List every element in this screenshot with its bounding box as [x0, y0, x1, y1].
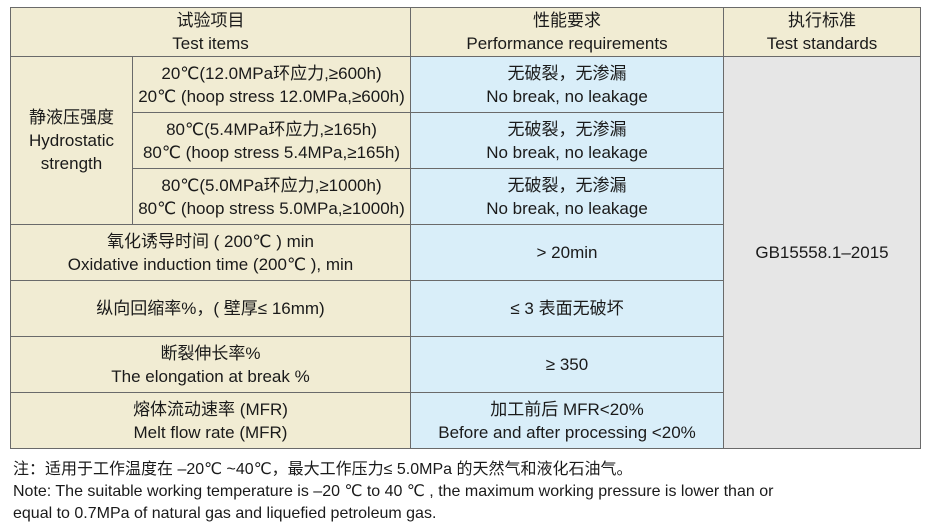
oit-en: Oxidative induction time (200℃ ), min: [67, 254, 354, 274]
condition-en: 80℃ (hoop stress 5.4MPa,≥165h): [142, 142, 401, 162]
mfr-requirement-cn: 加工前后 MFR<20%: [490, 399, 644, 419]
header-test-items: 试验项目 Test items: [10, 7, 411, 57]
mfr-requirement-cell: 加工前后 MFR<20% Before and after processing…: [410, 392, 724, 449]
requirement-cell: 无破裂，无渗漏 No break, no leakage: [410, 168, 724, 225]
header-std-cn: 执行标准: [788, 11, 856, 30]
header-row: 试验项目 Test items 性能要求 Performance require…: [10, 7, 921, 57]
elong-requirement-cell: ≥ 350: [410, 336, 724, 393]
table-row: 熔体流动速率 (MFR) Melt flow rate (MFR) 加工前后 M…: [10, 392, 921, 449]
shrink-requirement: ≤ 3 表面无破坏: [510, 299, 624, 318]
oit-requirement-cell: > 20min: [410, 224, 724, 281]
mfr-requirement-en: Before and after processing <20%: [438, 422, 696, 442]
hydrostatic-label-cn: 静液压强度: [29, 108, 114, 127]
footnote-cn: 注：适用于工作温度在 –20℃ ~40℃，最大工作压力≤ 5.0MPa 的天然气…: [13, 461, 633, 478]
condition-cell: 80℃(5.4MPa环应力,≥165h) 80℃ (hoop stress 5.…: [132, 112, 411, 169]
elong-cn: 断裂伸长率%: [160, 343, 261, 363]
header-items-en: Test items: [172, 34, 249, 53]
hydrostatic-label-en2: strength: [40, 154, 103, 173]
requirement-cn: 无破裂，无渗漏: [507, 63, 627, 83]
header-standards: 执行标准 Test standards: [723, 7, 921, 57]
hydrostatic-label-en1: Hydrostatic: [28, 131, 115, 150]
table-row: 80℃(5.4MPa环应力,≥165h) 80℃ (hoop stress 5.…: [11, 112, 921, 169]
table-row: 氧化诱导时间 ( 200℃ ) min Oxidative induction …: [10, 224, 921, 281]
elong-en: The elongation at break %: [111, 366, 310, 386]
requirement-cell: 无破裂，无渗漏 No break, no leakage: [410, 112, 724, 169]
table-row: 80℃(5.0MPa环应力,≥1000h) 80℃ (hoop stress 5…: [11, 168, 921, 225]
footnote-en-line2: equal to 0.7MPa of natural gas and lique…: [13, 505, 437, 522]
mfr-item-cell: 熔体流动速率 (MFR) Melt flow rate (MFR): [10, 392, 411, 449]
footnote: 注：适用于工作温度在 –20℃ ~40℃，最大工作压力≤ 5.0MPa 的天然气…: [13, 459, 918, 525]
oit-requirement: > 20min: [536, 243, 598, 262]
standard-value: GB15558.1–2015: [755, 243, 889, 262]
header-perf-cn: 性能要求: [533, 11, 601, 30]
shrink-requirement-cell: ≤ 3 表面无破坏: [410, 280, 724, 337]
mfr-cn: 熔体流动速率 (MFR): [133, 399, 288, 419]
shrink-cn: 纵向回缩率%，( 壁厚≤ 16mm): [96, 299, 325, 318]
header-std-en: Test standards: [766, 34, 878, 53]
condition-cn: 80℃(5.0MPa环应力,≥1000h): [161, 175, 382, 195]
table-row: 纵向回缩率%，( 壁厚≤ 16mm) ≤ 3 表面无破坏: [10, 280, 921, 337]
header-performance: 性能要求 Performance requirements: [410, 7, 724, 57]
table-row: 静液压强度 Hydrostatic strength 20℃(12.0MPa环应…: [10, 56, 921, 449]
requirement-cn: 无破裂，无渗漏: [507, 119, 627, 139]
shrink-item-cell: 纵向回缩率%，( 壁厚≤ 16mm): [10, 280, 411, 337]
footnote-en-line1: Note: The suitable working temperature i…: [13, 483, 774, 500]
hydrostatic-label-cell: 静液压强度 Hydrostatic strength: [10, 56, 133, 225]
oit-cn: 氧化诱导时间 ( 200℃ ) min: [106, 231, 315, 251]
header-perf-en: Performance requirements: [466, 34, 668, 53]
elong-requirement: ≥ 350: [545, 355, 589, 374]
condition-cell: 20℃(12.0MPa环应力,≥600h) 20℃ (hoop stress 1…: [132, 56, 411, 113]
requirement-en: No break, no leakage: [486, 198, 648, 218]
condition-en: 20℃ (hoop stress 12.0MPa,≥600h): [138, 86, 405, 106]
standard-cell: GB15558.1–2015: [723, 56, 921, 449]
header-items-cn: 试验项目: [176, 11, 245, 30]
condition-cn: 20℃(12.0MPa环应力,≥600h): [161, 63, 382, 83]
requirement-en: No break, no leakage: [486, 142, 648, 162]
requirement-cell: 无破裂，无渗漏 No break, no leakage: [410, 56, 724, 113]
test-spec-table: 试验项目 Test items 性能要求 Performance require…: [10, 7, 921, 449]
oit-item-cell: 氧化诱导时间 ( 200℃ ) min Oxidative induction …: [10, 224, 411, 281]
condition-cell: 80℃(5.0MPa环应力,≥1000h) 80℃ (hoop stress 5…: [132, 168, 411, 225]
condition-cn: 80℃(5.4MPa环应力,≥165h): [166, 119, 377, 139]
elong-item-cell: 断裂伸长率% The elongation at break %: [10, 336, 411, 393]
requirement-en: No break, no leakage: [486, 86, 648, 106]
requirement-cn: 无破裂，无渗漏: [507, 175, 627, 195]
condition-en: 80℃ (hoop stress 5.0MPa,≥1000h): [138, 198, 405, 218]
mfr-en: Melt flow rate (MFR): [133, 422, 288, 442]
